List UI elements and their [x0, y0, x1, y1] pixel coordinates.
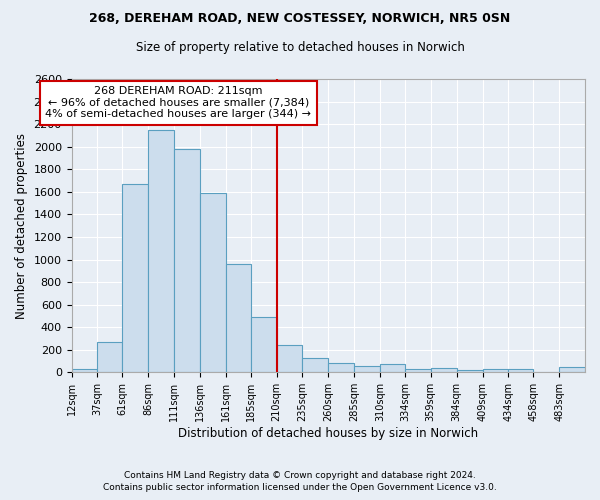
Y-axis label: Number of detached properties: Number of detached properties [15, 132, 28, 318]
Bar [148, 130, 174, 372]
Text: Contains public sector information licensed under the Open Government Licence v3: Contains public sector information licen… [103, 483, 497, 492]
Text: 268 DEREHAM ROAD: 211sqm
← 96% of detached houses are smaller (7,384)
4% of semi: 268 DEREHAM ROAD: 211sqm ← 96% of detach… [45, 86, 311, 120]
Text: 268, DEREHAM ROAD, NEW COSTESSEY, NORWICH, NR5 0SN: 268, DEREHAM ROAD, NEW COSTESSEY, NORWIC… [89, 12, 511, 26]
Bar [277, 346, 302, 372]
Bar [97, 342, 122, 372]
Text: Size of property relative to detached houses in Norwich: Size of property relative to detached ho… [136, 41, 464, 54]
Bar [508, 369, 533, 372]
Bar [200, 193, 226, 372]
Bar [251, 317, 277, 372]
Bar [405, 369, 431, 372]
X-axis label: Distribution of detached houses by size in Norwich: Distribution of detached houses by size … [178, 427, 478, 440]
Bar [226, 264, 251, 372]
Bar [71, 369, 97, 372]
Bar [431, 368, 457, 372]
Bar [559, 366, 585, 372]
Bar [174, 149, 200, 372]
Text: Contains HM Land Registry data © Crown copyright and database right 2024.: Contains HM Land Registry data © Crown c… [124, 472, 476, 480]
Bar [328, 364, 354, 372]
Bar [302, 358, 328, 372]
Bar [482, 369, 508, 372]
Bar [380, 364, 405, 372]
Bar [354, 366, 380, 372]
Bar [122, 184, 148, 372]
Bar [457, 370, 482, 372]
